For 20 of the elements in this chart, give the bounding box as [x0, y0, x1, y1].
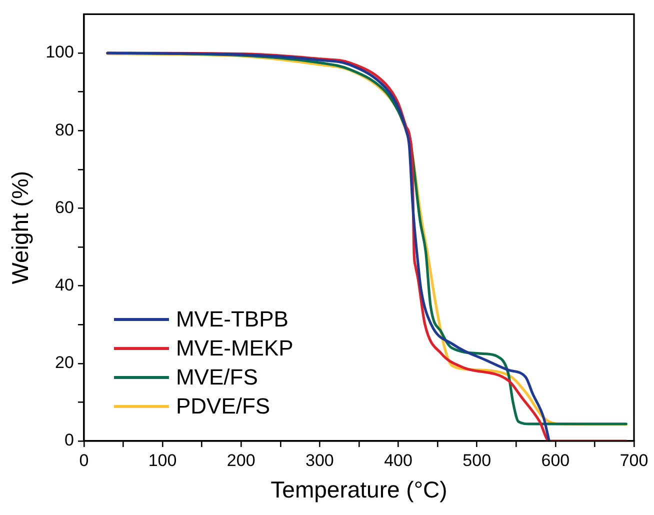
legend-label: MVE/FS — [176, 364, 258, 390]
legend-label: PDVE/FS — [176, 394, 270, 419]
legend-label: MVE-MEKP — [176, 336, 294, 361]
x-tick-label: 700 — [620, 450, 648, 470]
x-axis-title: Temperature (°C) — [270, 476, 448, 503]
legend-label: MVE-TBPB — [176, 306, 288, 332]
x-tick-label: 100 — [148, 450, 177, 470]
y-tick-label: 0 — [64, 430, 74, 450]
y-tick-label: 80 — [55, 120, 74, 140]
x-tick-label: 500 — [462, 450, 492, 470]
x-tick-label: 400 — [384, 450, 412, 470]
x-tick-label: 0 — [79, 450, 89, 470]
y-axis-title: Weight (%) — [7, 170, 34, 284]
y-tick-label: 60 — [55, 198, 74, 217]
x-tick-label: 600 — [541, 450, 570, 470]
x-tick-label: 200 — [226, 450, 256, 470]
y-tick-label: 20 — [55, 353, 74, 372]
y-tick-label: 100 — [46, 42, 74, 62]
y-tick-label: 40 — [55, 275, 74, 294]
x-tick-label: 300 — [306, 450, 334, 470]
